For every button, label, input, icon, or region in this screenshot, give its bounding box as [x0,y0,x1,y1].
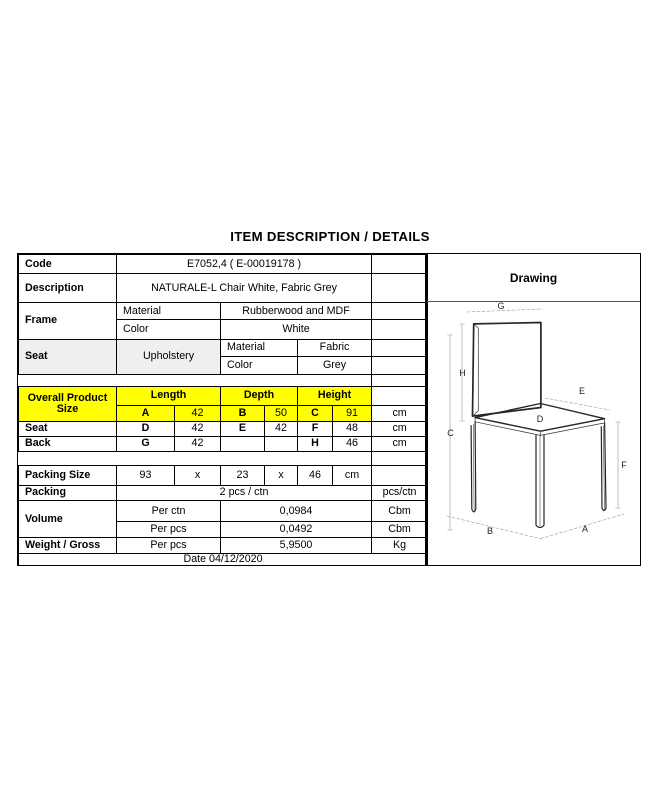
svg-text:F: F [621,460,627,470]
svg-text:H: H [459,368,466,378]
svg-text:E: E [579,386,585,396]
svg-text:D: D [537,414,544,424]
svg-text:A: A [582,524,588,534]
svg-text:B: B [487,526,493,536]
svg-text:C: C [447,428,454,438]
svg-text:G: G [497,302,504,311]
